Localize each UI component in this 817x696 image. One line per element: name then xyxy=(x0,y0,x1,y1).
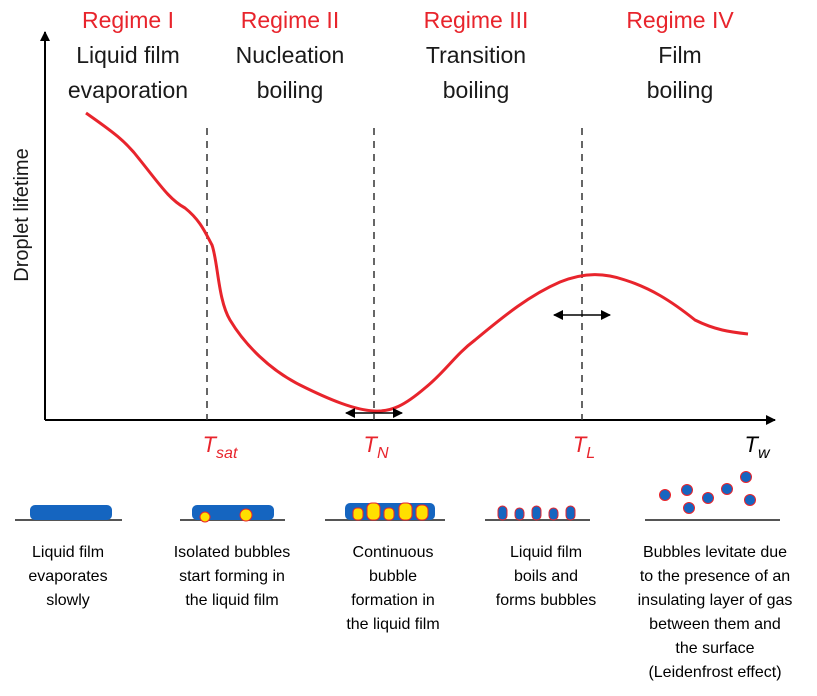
stage-caption: Bubbles levitate due xyxy=(643,544,787,561)
stage-caption: (Leidenfrost effect) xyxy=(648,664,781,681)
stage-caption: Continuous xyxy=(353,544,434,561)
stage-caption: Liquid film xyxy=(510,544,582,561)
regime-name: Regime I xyxy=(82,7,174,33)
regime-name: Regime IV xyxy=(626,7,734,33)
stage-caption: Isolated bubbles xyxy=(174,544,291,561)
y-axis-label: Droplet lifetime xyxy=(11,148,33,281)
stage-caption: slowly xyxy=(46,592,90,609)
regime-description: evaporation xyxy=(68,77,188,103)
symbol: T xyxy=(573,432,588,457)
regime-description: Nucleation xyxy=(236,42,345,68)
subscript: sat xyxy=(216,445,238,462)
range-arrows xyxy=(345,310,611,418)
stage-caption: Liquid film xyxy=(32,544,104,561)
stage-caption: boils and xyxy=(514,568,578,585)
subscript: N xyxy=(377,445,389,462)
stage-caption: formation in xyxy=(351,592,435,609)
symbol: T xyxy=(363,432,378,457)
stage-caption: to the presence of an xyxy=(640,568,790,585)
regime-name: Regime II xyxy=(241,7,339,33)
stage-caption: the liquid film xyxy=(185,592,278,609)
lifetime-curve xyxy=(85,111,749,413)
symbol: T xyxy=(744,432,759,457)
regime-description: Film xyxy=(658,42,701,68)
stage-caption: the surface xyxy=(675,640,754,657)
axes xyxy=(40,31,776,425)
stage-caption: between them and xyxy=(649,616,781,633)
regime-name: Regime III xyxy=(424,7,529,33)
regime-description: boiling xyxy=(443,77,510,103)
temperature-label: TL xyxy=(573,432,595,462)
regime-dividers xyxy=(206,128,583,420)
regime-description: Liquid film xyxy=(76,42,180,68)
stage-caption: forms bubbles xyxy=(496,592,597,609)
symbol: T xyxy=(203,432,218,457)
stage-caption: bubble xyxy=(369,568,417,585)
temperature-label: TN xyxy=(363,432,388,462)
stage-caption: start forming in xyxy=(179,568,285,585)
regime-description: Transition xyxy=(426,42,526,68)
x-axis-label: Tw xyxy=(744,432,770,462)
stage-icons xyxy=(15,471,780,523)
regime-description: boiling xyxy=(647,77,714,103)
subscript: L xyxy=(586,445,595,462)
stage-caption: insulating layer of gas xyxy=(638,592,793,609)
regime-description: boiling xyxy=(257,77,324,103)
temperature-label: Tsat xyxy=(203,432,238,462)
subscript: w xyxy=(758,445,771,462)
stage-caption: evaporates xyxy=(28,568,107,585)
stage-caption: the liquid film xyxy=(346,616,439,633)
